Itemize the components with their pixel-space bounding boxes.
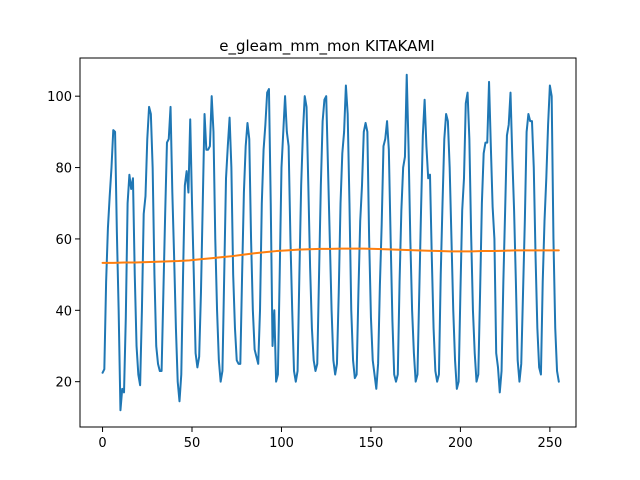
y-tick-label-80: 80 <box>55 162 72 177</box>
y-tick-label-100: 100 <box>47 90 72 105</box>
x-tick-label-250: 250 <box>537 436 562 451</box>
y-axis: 20 40 60 80 100 <box>47 90 80 391</box>
plot-frame <box>79 57 577 428</box>
x-tick-label-100: 100 <box>269 436 294 451</box>
x-tick-label-200: 200 <box>448 436 473 451</box>
x-tick-label-0: 0 <box>98 436 106 451</box>
x-tick-label-150: 150 <box>359 436 384 451</box>
x-axis: 0 50 100 150 200 250 <box>98 427 562 451</box>
chart-title: e_gleam_mm_mon KITAKAMI <box>219 37 434 56</box>
y-tick-label-40: 40 <box>55 304 72 319</box>
series-line-0 <box>101 73 560 412</box>
series-line-1 <box>101 247 560 264</box>
series-layer <box>101 73 560 412</box>
x-tick-label-50: 50 <box>184 436 201 451</box>
y-tick-label-20: 20 <box>55 376 72 391</box>
y-tick-label-60: 60 <box>55 233 72 248</box>
